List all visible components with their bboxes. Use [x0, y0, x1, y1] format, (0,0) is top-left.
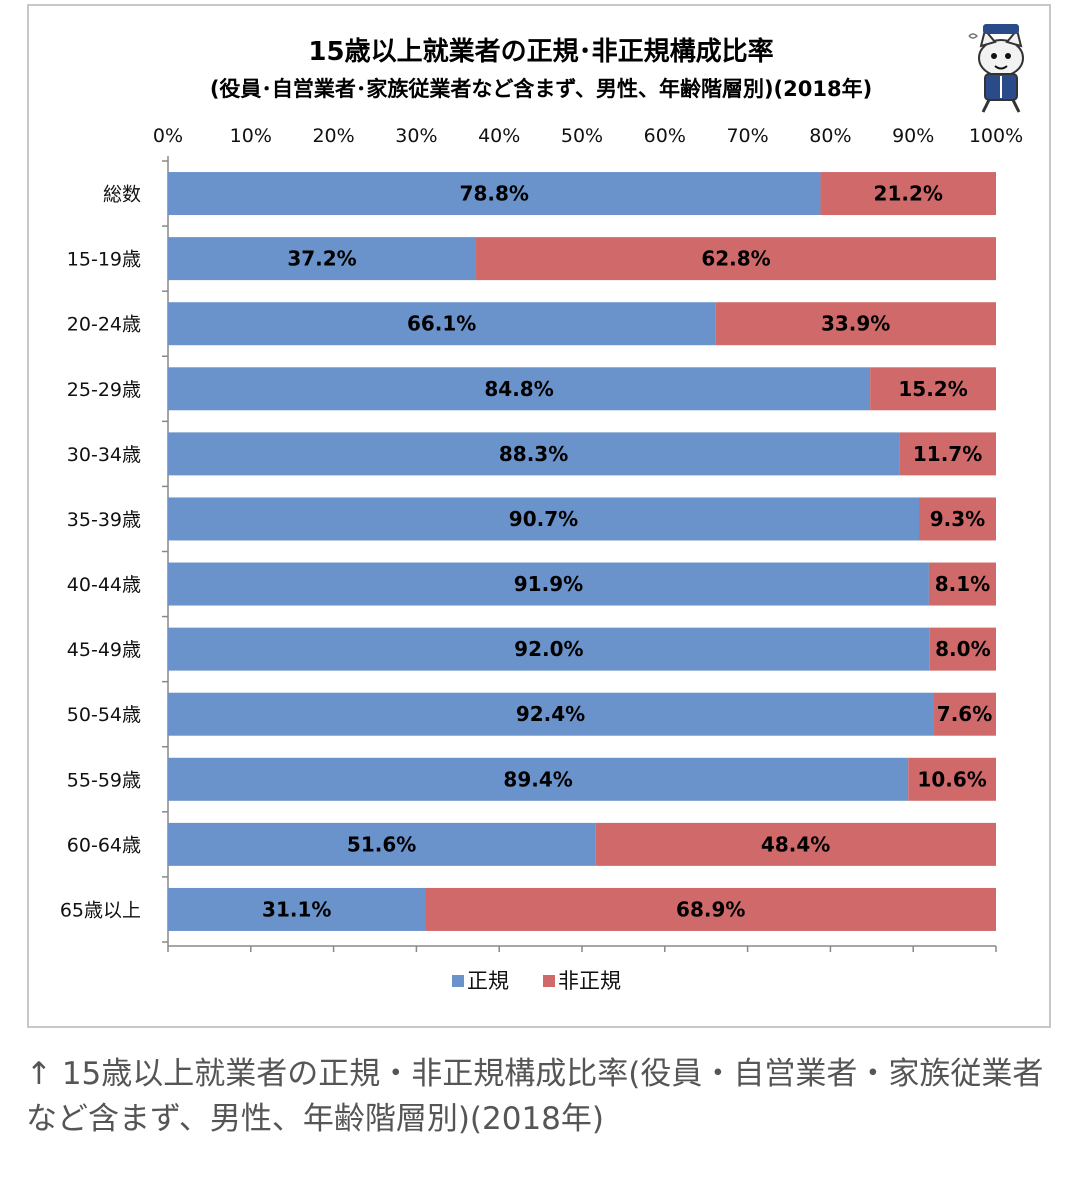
data-label-regular: 92.0% [514, 637, 583, 661]
legend: 正規 非正規 [452, 969, 621, 993]
data-label-nonregular: 62.8% [701, 247, 770, 271]
x-tick-label: 80% [809, 125, 851, 147]
bar-regular [168, 562, 929, 606]
bar-nonregular [908, 757, 996, 801]
data-label-nonregular: 68.9% [676, 897, 745, 921]
data-label-nonregular: 11.7% [913, 442, 982, 466]
data-label-regular: 31.1% [262, 897, 331, 921]
cat-mascot-icon [968, 24, 1024, 113]
data-label-nonregular: 21.2% [874, 182, 943, 206]
category-label: 30-34歳 [67, 444, 141, 466]
category-label: 25-29歳 [67, 379, 141, 401]
bar-regular [168, 172, 821, 216]
bar-nonregular [715, 302, 996, 346]
data-label-nonregular: 8.1% [935, 572, 990, 596]
bar-nonregular [929, 627, 996, 671]
category-label: 60-64歳 [67, 834, 141, 856]
bar-regular [168, 367, 871, 411]
image-caption: ↑ 15歳以上就業者の正規・非正規構成比率(役員・自営業者・家族従業者など含まず… [26, 1056, 1044, 1137]
data-label-regular: 91.9% [514, 572, 583, 596]
data-label-regular: 84.8% [484, 377, 553, 401]
category-label: 35-39歳 [67, 509, 141, 531]
bar-regular [168, 627, 930, 671]
data-label-regular: 90.7% [509, 507, 578, 531]
category-label: 50-54歳 [67, 704, 141, 726]
category-label: 15-19歳 [67, 249, 141, 271]
category-label: 総数 [103, 184, 141, 206]
x-axis: 0% 10% 20% 30% 40% 50% 60% 70% 80% 90% 100% [153, 125, 1023, 952]
legend-label: 非正規 [558, 969, 621, 993]
bar-regular [168, 432, 900, 476]
bar-nonregular [476, 237, 996, 281]
bars [168, 172, 996, 931]
data-label-regular: 88.3% [499, 442, 568, 466]
data-label-nonregular: 15.2% [898, 377, 967, 401]
bar-nonregular [933, 692, 996, 736]
chart-title: 15歳以上就業者の正規･非正規構成比率 [308, 36, 773, 67]
legend-swatch [543, 975, 555, 987]
legend-label: 正規 [467, 969, 509, 993]
chart-frame: 15歳以上就業者の正規･非正規構成比率 (役員･自営業者･家族従業者など含まず、… [27, 4, 1051, 1028]
data-label-regular: 66.1% [407, 312, 476, 336]
x-tick-label: 100% [969, 125, 1023, 147]
data-label-nonregular: 48.4% [761, 832, 830, 856]
data-label-nonregular: 9.3% [930, 507, 985, 531]
x-tick-label: 0% [153, 125, 183, 147]
bar-regular [168, 822, 596, 866]
y-axis-categories: 総数 15-19歳 20-24歳 25-29歳 30-34歳 35-39歳 40-44歳 45… [60, 184, 141, 922]
data-label-regular: 78.8% [460, 182, 529, 206]
x-tick-label: 40% [478, 125, 520, 147]
bar-nonregular [899, 432, 996, 476]
category-label: 55-59歳 [67, 769, 141, 791]
bar-nonregular [820, 172, 996, 216]
x-tick-label: 70% [726, 125, 768, 147]
data-label-nonregular: 7.6% [937, 702, 992, 726]
bar-nonregular [870, 367, 996, 411]
chart-svg: 15歳以上就業者の正規･非正規構成比率 (役員･自営業者･家族従業者など含まず、… [60, 24, 1024, 993]
data-label-regular: 89.4% [503, 767, 572, 791]
data-label-nonregular: 10.6% [917, 767, 986, 791]
bar-regular [168, 692, 934, 736]
data-label-regular: 92.4% [516, 702, 585, 726]
bar-regular [168, 497, 919, 541]
data-label-nonregular: 8.0% [935, 637, 990, 661]
chart-subtitle: (役員･自営業者･家族従業者など含まず、男性、年齢階層別)(2018年) [210, 77, 872, 101]
bar-regular [168, 237, 477, 281]
category-label: 45-49歳 [67, 639, 141, 661]
bar-nonregular [425, 887, 996, 931]
bar-nonregular [918, 497, 996, 541]
x-tick-label: 20% [312, 125, 354, 147]
bar-regular [168, 302, 716, 346]
category-label: 40-44歳 [67, 574, 141, 596]
x-tick-label: 90% [892, 125, 934, 147]
x-tick-label: 10% [230, 125, 272, 147]
legend-swatch [452, 975, 464, 987]
data-label-regular: 51.6% [347, 832, 416, 856]
x-tick-label: 30% [395, 125, 437, 147]
bar-nonregular [928, 562, 996, 606]
data-labels: 78.8% 21.2% 37.2% 62.8% 66.1% 33.9% 84.8% 15.2%… [262, 182, 992, 922]
category-label: 65歳以上 [60, 899, 141, 921]
bar-nonregular [595, 822, 996, 866]
x-tick-label: 60% [644, 125, 686, 147]
bar-regular [168, 757, 909, 801]
bar-regular [168, 887, 426, 931]
data-label-regular: 37.2% [287, 247, 356, 271]
data-label-nonregular: 33.9% [821, 312, 890, 336]
category-label: 20-24歳 [67, 314, 141, 336]
x-tick-label: 50% [561, 125, 603, 147]
